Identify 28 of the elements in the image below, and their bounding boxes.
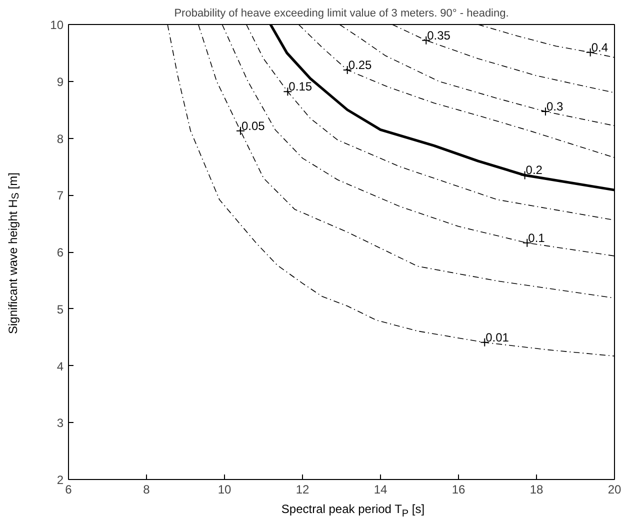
annotation: 0.4 — [591, 40, 608, 54]
y-tick-label: 7 — [56, 188, 64, 203]
y-tick-label: 3 — [56, 416, 64, 430]
x-tick-label: 14 — [374, 482, 388, 496]
x-tick-label: 10 — [218, 482, 232, 496]
chart-title: Probability of heave exceeding limit value of 3 meters. 90° - heading. — [174, 8, 509, 20]
annotation: 0.2 — [526, 163, 543, 178]
annotation: 0.25 — [348, 58, 372, 72]
y-tick-label: 4 — [56, 359, 64, 374]
annotation: 0.1 — [528, 230, 546, 245]
annotation: 0.35 — [427, 28, 451, 42]
y-tick-label: 5 — [56, 302, 64, 316]
y-tick-label: 9 — [56, 74, 64, 89]
annotation: 0.3 — [546, 100, 564, 114]
annotation: 0.01 — [486, 330, 510, 344]
y-tick-label: 2 — [56, 473, 64, 487]
annotation: 0.05 — [241, 118, 266, 133]
y-tick-label: 6 — [56, 246, 64, 260]
x-tick-label: 18 — [530, 482, 544, 496]
x-tick-label: 16 — [452, 482, 466, 496]
x-tick-label: 12 — [296, 482, 310, 496]
annotation: 0.15 — [288, 80, 312, 94]
y-tick-label: 8 — [56, 132, 64, 146]
y-tick-label: 10 — [50, 18, 64, 32]
x-tick-label: 8 — [143, 482, 150, 496]
x-tick-label: 20 — [608, 482, 622, 496]
x-tick-label: 6 — [65, 482, 72, 496]
x-axis-title: Spectral peak period T$_{P}$ [s] — [281, 501, 425, 522]
